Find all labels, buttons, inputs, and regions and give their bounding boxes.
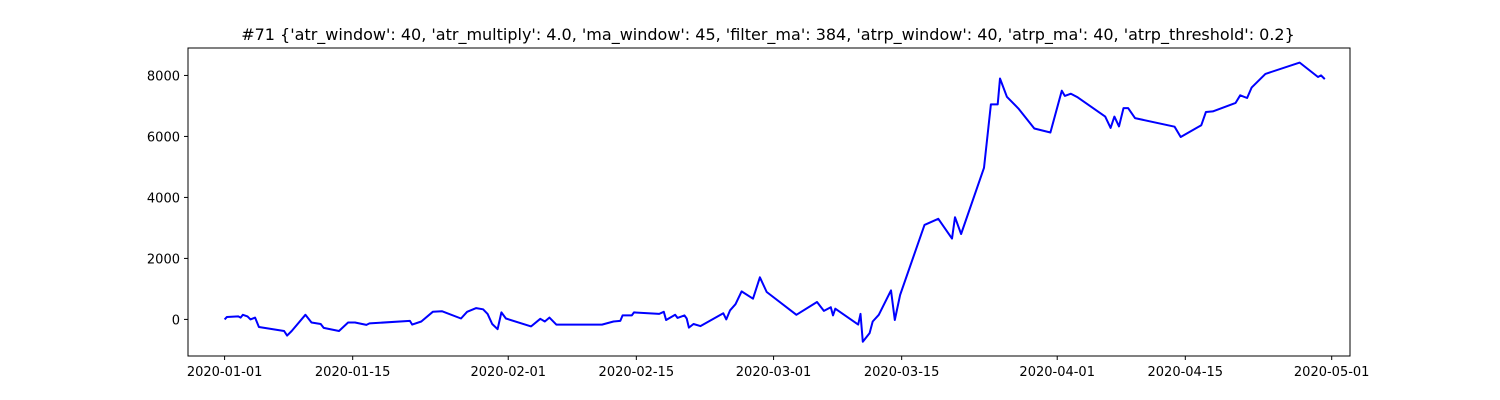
- x-tick-label: 2020-01-01: [187, 365, 263, 380]
- x-tick-label: 2020-05-01: [1294, 365, 1370, 380]
- y-tick-label: 2000: [147, 252, 180, 267]
- chart-title: #71 {'atr_window': 40, 'atr_multiply': 4…: [241, 25, 1295, 45]
- x-tick-label: 2020-04-15: [1148, 365, 1224, 380]
- y-axis: 0 2000 4000 6000 8000: [147, 69, 188, 328]
- series-line: [223, 61, 1326, 343]
- axes-frame: [187, 47, 1351, 357]
- x-axis: 2020-01-01 2020-01-15 2020-02-01 2020-02-15…: [187, 356, 1370, 380]
- x-tick-label: 2020-04-01: [1019, 365, 1095, 380]
- x-tick-label: 2020-03-15: [864, 365, 940, 380]
- y-tick-label: 0: [172, 313, 180, 328]
- y-tick-label: 6000: [147, 130, 180, 145]
- plot-area: [223, 61, 1326, 343]
- x-tick-label: 2020-02-01: [470, 365, 546, 380]
- x-tick-label: 2020-03-01: [736, 365, 812, 380]
- y-tick-label: 4000: [147, 191, 180, 206]
- x-tick-label: 2020-02-15: [599, 365, 675, 380]
- y-tick-label: 8000: [147, 69, 180, 84]
- x-tick-label: 2020-01-15: [315, 365, 391, 380]
